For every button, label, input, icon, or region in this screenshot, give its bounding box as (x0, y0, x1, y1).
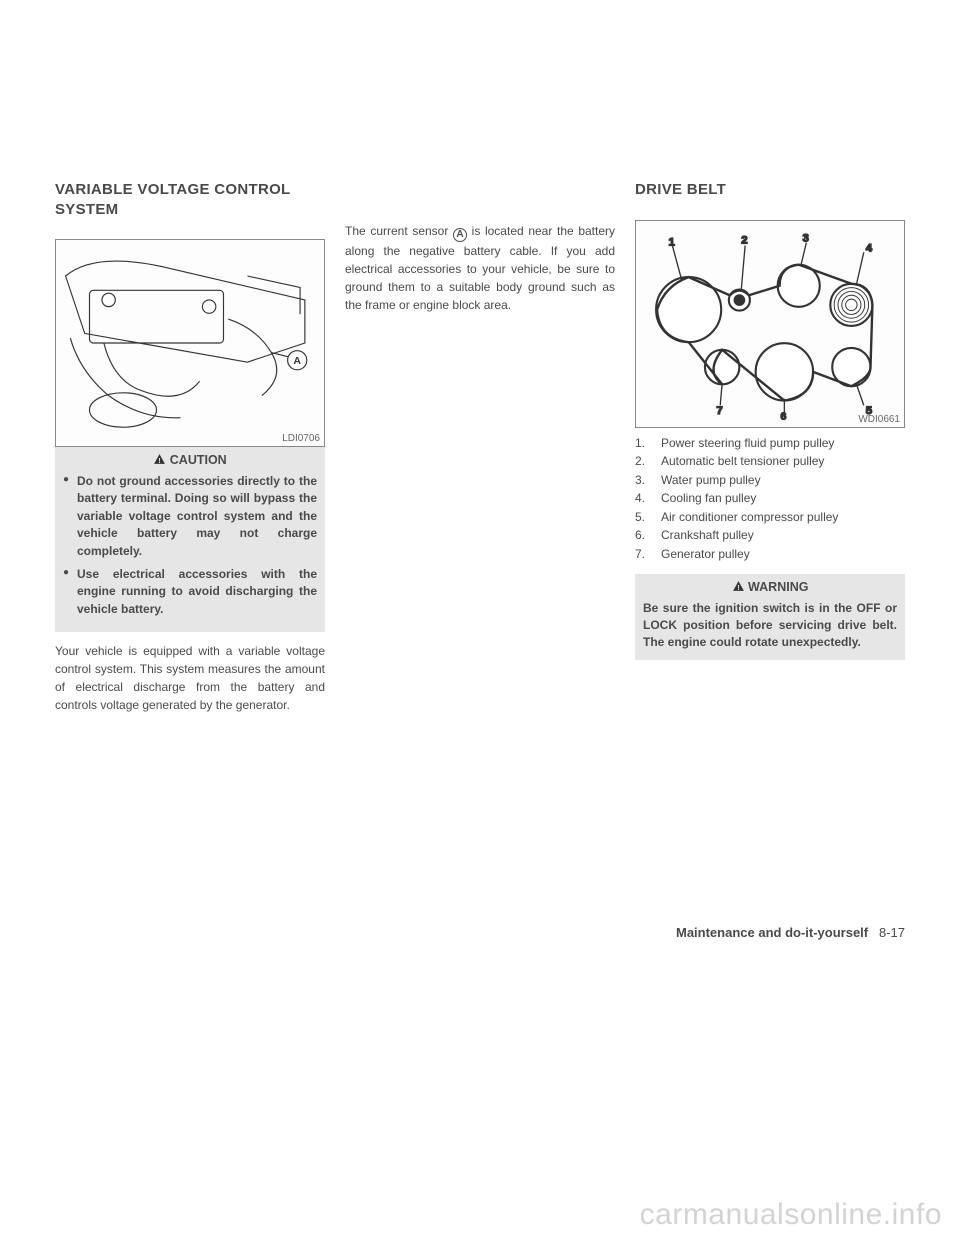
svg-text:4: 4 (866, 242, 873, 254)
legend-item: 3.Water pump pulley (635, 471, 905, 490)
page-footer: Maintenance and do-it-yourself 8-17 (676, 925, 905, 940)
warning-triangle-icon: ! (732, 580, 745, 596)
page-content: VARIABLE VOLTAGE CONTROL SYSTEM A (0, 0, 960, 714)
legend-item: 4.Cooling fan pulley (635, 489, 905, 508)
figure-battery: A LDI0706 (55, 239, 325, 447)
caution-item: Do not ground accessories directly to th… (63, 473, 317, 560)
battery-diagram-svg: A (56, 240, 324, 446)
body-text-1: Your vehicle is equipped with a variable… (55, 642, 325, 714)
caution-list: Do not ground accessories directly to th… (63, 473, 317, 618)
svg-text:!: ! (737, 582, 740, 591)
svg-text:2: 2 (741, 234, 747, 246)
drivebelt-legend: 1.Power steering fluid pump pulley 2.Aut… (635, 434, 905, 564)
svg-text:A: A (293, 355, 301, 367)
caution-title: ! CAUTION (63, 453, 317, 469)
warning-box: ! WARNING Be sure the ignition switch is… (635, 574, 905, 660)
caution-item: Use electrical accessories with the engi… (63, 566, 317, 618)
section-title-drivebelt: DRIVE BELT (635, 180, 905, 200)
caution-label: CAUTION (170, 453, 227, 467)
legend-item: 7.Generator pulley (635, 545, 905, 564)
section-title-vvcs: VARIABLE VOLTAGE CONTROL SYSTEM (55, 180, 325, 219)
legend-item: 6.Crankshaft pulley (635, 526, 905, 545)
figure-code-1: LDI0706 (282, 433, 320, 444)
figure-drivebelt: 1 2 3 4 5 6 7 WDI0661 (635, 220, 905, 428)
drivebelt-diagram-svg: 1 2 3 4 5 6 7 (636, 221, 904, 427)
warning-label: WARNING (748, 580, 808, 594)
svg-text:3: 3 (803, 232, 809, 244)
legend-item: 1.Power steering fluid pump pulley (635, 434, 905, 453)
svg-text:!: ! (159, 456, 162, 465)
watermark: carmanualsonline.info (640, 1198, 942, 1232)
svg-text:7: 7 (716, 404, 722, 416)
warning-title: ! WARNING (643, 580, 897, 596)
legend-item: 5.Air conditioner compressor pulley (635, 508, 905, 527)
circled-a-icon: A (453, 228, 467, 242)
column-1: VARIABLE VOLTAGE CONTROL SYSTEM A (55, 180, 325, 714)
figure-code-2: WDI0661 (858, 414, 900, 425)
column-2: The current sensor A is located near the… (345, 180, 615, 714)
warning-text: Be sure the ignition switch is in the OF… (643, 600, 897, 652)
caution-box: ! CAUTION Do not ground accessories dire… (55, 447, 325, 632)
body-text-2: The current sensor A is located near the… (345, 222, 615, 314)
body2-prefix: The current sensor (345, 224, 453, 238)
legend-item: 2.Automatic belt tensioner pulley (635, 452, 905, 471)
warning-triangle-icon: ! (153, 453, 166, 469)
svg-text:6: 6 (781, 410, 787, 422)
column-3: DRIVE BELT (635, 180, 905, 714)
footer-page: 8-17 (879, 925, 905, 940)
footer-section: Maintenance and do-it-yourself (676, 925, 868, 940)
svg-text:1: 1 (669, 236, 676, 248)
